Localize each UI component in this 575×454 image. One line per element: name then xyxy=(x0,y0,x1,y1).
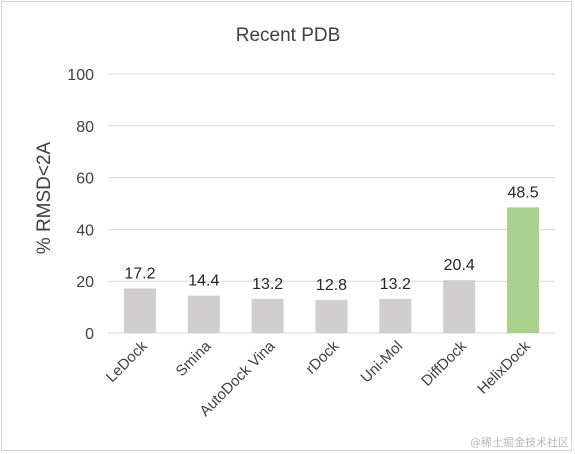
data-label: 13.2 xyxy=(380,276,411,293)
x-category-label: Smina xyxy=(173,337,216,380)
bar-rdock xyxy=(315,299,348,333)
data-label: 13.2 xyxy=(252,276,283,293)
data-label: 20.4 xyxy=(444,257,475,274)
chart-title: Recent PDB xyxy=(236,25,341,46)
data-label: 14.4 xyxy=(188,273,219,290)
bar-autodock-vina xyxy=(251,298,284,333)
y-tick-label: 80 xyxy=(76,119,94,136)
data-label: 48.5 xyxy=(508,184,539,201)
y-axis-ticks: 0 20 40 60 80 100 xyxy=(67,67,94,343)
data-label: 17.2 xyxy=(124,265,155,282)
x-category-label: Uni-Mol xyxy=(358,338,407,387)
bar-smina xyxy=(187,295,220,333)
x-category-label: HelixDock xyxy=(474,337,534,397)
y-axis-label: % RMSD<2A xyxy=(34,141,55,254)
gridlines xyxy=(108,73,555,334)
y-tick-label: 0 xyxy=(85,326,94,343)
y-tick-label: 40 xyxy=(76,222,94,239)
bar-helixdock xyxy=(507,207,540,333)
bar-ledock xyxy=(123,288,156,333)
y-tick-label: 20 xyxy=(76,274,94,291)
x-category-label: DiffDock xyxy=(418,337,470,389)
data-labels: 17.2 14.4 13.2 12.8 13.2 20.4 48.5 xyxy=(124,184,538,293)
bar-uni-mol xyxy=(379,298,412,333)
y-tick-label: 60 xyxy=(76,171,94,188)
x-category-label: LeDock xyxy=(103,337,151,385)
bars xyxy=(123,207,540,333)
x-category-label: rDock xyxy=(303,337,343,377)
data-label: 12.8 xyxy=(316,277,347,294)
bar-diffdock xyxy=(443,280,476,333)
watermark: @稀土掘金技术社区 xyxy=(470,436,569,449)
y-tick-label: 100 xyxy=(67,67,94,84)
